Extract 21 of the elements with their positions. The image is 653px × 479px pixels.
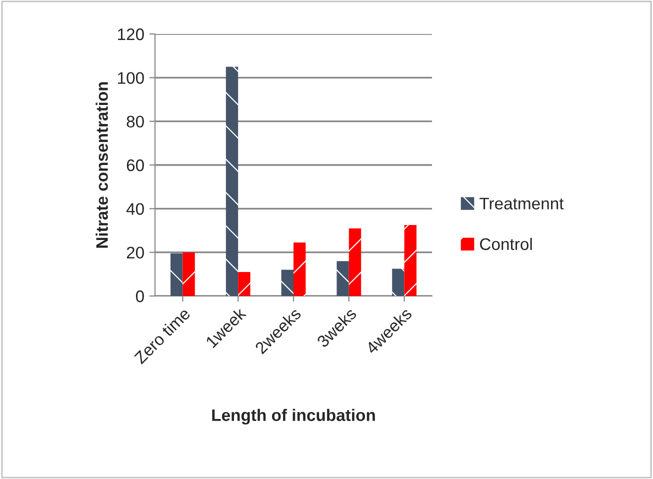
x-axis-title: Length of incubation <box>212 408 375 424</box>
bar <box>281 270 294 296</box>
legend-label: Control <box>480 238 532 250</box>
bar <box>238 272 250 296</box>
bar <box>404 225 416 296</box>
y-tick-label: 80 <box>126 116 144 128</box>
y-tick-label: 40 <box>126 203 144 215</box>
bar <box>182 252 195 296</box>
y-tick-label: 60 <box>126 159 144 172</box>
y-tick-label: 0 <box>136 290 144 302</box>
y-tick-label: 20 <box>126 246 144 259</box>
bar <box>226 66 238 296</box>
bar <box>348 228 362 296</box>
bar <box>170 253 183 296</box>
bar <box>392 268 404 296</box>
y-axis-title: Nitrate consentration <box>96 82 108 248</box>
bar <box>294 242 306 296</box>
bar <box>336 261 349 296</box>
y-tick-label: 100 <box>118 72 144 84</box>
y-tick-label: 120 <box>118 28 144 40</box>
legend-label: Treatmennt <box>480 198 564 210</box>
